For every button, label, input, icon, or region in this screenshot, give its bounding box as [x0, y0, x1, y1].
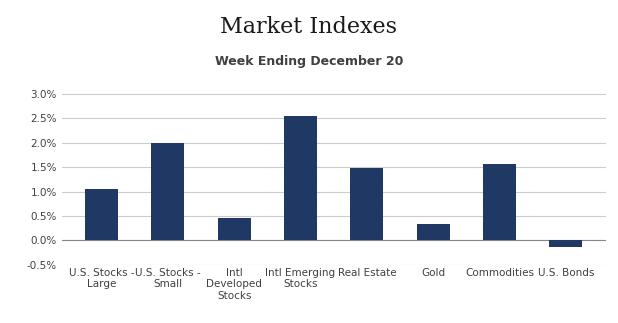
Bar	[85, 189, 118, 240]
Bar	[151, 143, 185, 240]
Bar	[549, 240, 582, 247]
Text: Market Indexes: Market Indexes	[221, 16, 397, 38]
Bar	[218, 218, 251, 240]
Bar	[483, 164, 516, 240]
Text: Week Ending December 20: Week Ending December 20	[215, 55, 403, 68]
Bar	[350, 168, 383, 240]
Bar	[284, 116, 317, 240]
Bar	[417, 224, 450, 240]
